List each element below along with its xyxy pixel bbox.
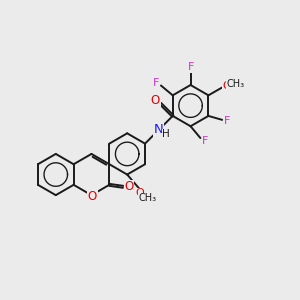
Text: F: F (188, 62, 194, 72)
Text: F: F (153, 78, 159, 88)
Text: F: F (224, 116, 230, 126)
Text: N: N (153, 123, 163, 136)
Text: F: F (202, 136, 208, 146)
Text: O: O (136, 188, 144, 198)
Text: O: O (88, 190, 97, 202)
Text: CH₃: CH₃ (139, 193, 157, 203)
Text: CH₃: CH₃ (227, 79, 245, 88)
Text: H: H (162, 129, 170, 140)
Text: O: O (223, 80, 231, 91)
Text: O: O (124, 180, 134, 193)
Text: O: O (151, 94, 160, 107)
